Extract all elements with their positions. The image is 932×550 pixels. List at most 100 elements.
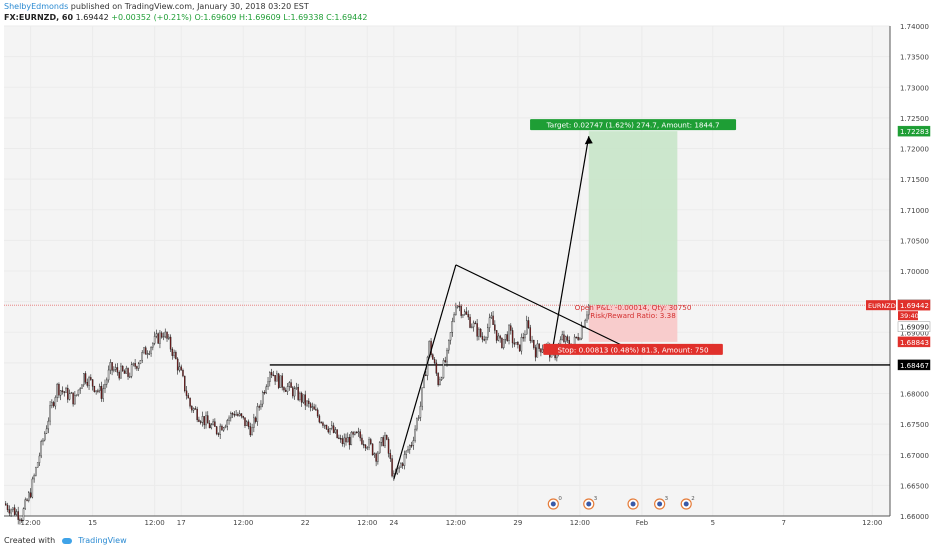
candle bbox=[494, 324, 496, 331]
candle bbox=[134, 363, 136, 367]
candle bbox=[288, 382, 291, 387]
candle bbox=[432, 354, 434, 360]
price-tag-target: 1.72283 bbox=[897, 125, 931, 137]
stop-label-bg bbox=[543, 343, 723, 355]
candle bbox=[74, 394, 76, 405]
candle bbox=[54, 397, 57, 407]
candle bbox=[435, 362, 438, 374]
candle bbox=[322, 422, 324, 426]
candle bbox=[38, 455, 41, 463]
candle bbox=[102, 388, 104, 399]
candle bbox=[173, 352, 175, 356]
candle bbox=[499, 335, 501, 339]
candle bbox=[442, 360, 445, 379]
candle bbox=[347, 437, 349, 443]
x-tick-label: 12:00 bbox=[357, 519, 377, 527]
candle bbox=[249, 426, 252, 436]
candle bbox=[290, 382, 292, 388]
candle bbox=[357, 431, 360, 434]
x-tick-label: 12:00 bbox=[570, 519, 590, 527]
target-label-text: Target: 0.02747 (1.62%) 274.7, Amount: 1… bbox=[546, 121, 720, 130]
candle bbox=[171, 348, 174, 356]
candle bbox=[370, 439, 372, 445]
footer: Created with TradingView bbox=[0, 532, 932, 550]
candle bbox=[439, 379, 441, 386]
candle bbox=[228, 417, 230, 421]
candle bbox=[563, 334, 565, 342]
candle bbox=[47, 420, 50, 430]
candle bbox=[244, 417, 246, 427]
candle bbox=[44, 433, 46, 441]
candle bbox=[155, 333, 158, 337]
x-tick-label: 12:00 bbox=[862, 519, 882, 527]
candle bbox=[414, 428, 416, 441]
price-tag-text: 1.68843 bbox=[900, 339, 929, 347]
candle bbox=[315, 409, 317, 411]
candle bbox=[362, 444, 365, 446]
candle bbox=[309, 403, 312, 408]
candle bbox=[256, 406, 259, 422]
candle bbox=[130, 364, 133, 377]
candle bbox=[201, 416, 204, 423]
candle bbox=[208, 422, 211, 429]
candle bbox=[375, 453, 377, 462]
x-tick-label: 22 bbox=[301, 519, 310, 527]
candle bbox=[478, 328, 480, 337]
candle bbox=[336, 429, 338, 439]
candle bbox=[226, 420, 229, 427]
candle bbox=[501, 338, 503, 349]
candle bbox=[56, 383, 58, 398]
candle bbox=[483, 339, 485, 341]
candle bbox=[417, 417, 420, 420]
candle bbox=[42, 439, 44, 442]
candle bbox=[446, 349, 448, 363]
candle bbox=[377, 452, 379, 462]
candle bbox=[463, 311, 466, 315]
price-tag-bg bbox=[897, 321, 931, 332]
candle bbox=[495, 330, 498, 341]
x-tick-label: 12:00 bbox=[233, 519, 253, 527]
candle bbox=[313, 406, 315, 410]
candle bbox=[199, 421, 202, 423]
candle bbox=[215, 426, 218, 434]
candle bbox=[355, 431, 358, 434]
candle bbox=[492, 315, 494, 325]
candle bbox=[254, 417, 257, 422]
event-dot bbox=[586, 501, 592, 507]
candle bbox=[332, 425, 335, 433]
candle bbox=[306, 400, 308, 406]
candle bbox=[407, 449, 409, 452]
candle bbox=[59, 390, 62, 396]
created-with: Created with TradingView bbox=[4, 536, 127, 545]
candle bbox=[561, 334, 563, 341]
trend-line bbox=[393, 264, 457, 480]
candle bbox=[511, 330, 514, 344]
price-tag-bg bbox=[897, 359, 931, 371]
x-tick-label: 29 bbox=[513, 519, 522, 527]
candle bbox=[77, 389, 80, 396]
candle bbox=[419, 405, 422, 418]
candle bbox=[401, 463, 404, 466]
candle bbox=[538, 343, 540, 349]
candle bbox=[5, 503, 7, 506]
tradingview-brand[interactable]: TradingView bbox=[78, 536, 127, 545]
candle bbox=[70, 392, 73, 394]
candle bbox=[510, 325, 512, 331]
x-tick-label: 12:00 bbox=[446, 519, 466, 527]
candle bbox=[261, 392, 264, 405]
candle bbox=[440, 377, 443, 380]
candle bbox=[329, 428, 331, 433]
candle bbox=[40, 441, 42, 457]
candle bbox=[90, 377, 92, 380]
candle bbox=[297, 386, 299, 400]
candle bbox=[586, 314, 588, 321]
author-link[interactable]: ShelbyEdmonds bbox=[4, 2, 69, 11]
candle bbox=[304, 394, 306, 406]
candle bbox=[150, 347, 152, 354]
candle bbox=[339, 438, 342, 440]
candle bbox=[300, 392, 303, 403]
candle bbox=[203, 416, 205, 426]
candle bbox=[472, 322, 475, 328]
candle bbox=[292, 387, 294, 397]
